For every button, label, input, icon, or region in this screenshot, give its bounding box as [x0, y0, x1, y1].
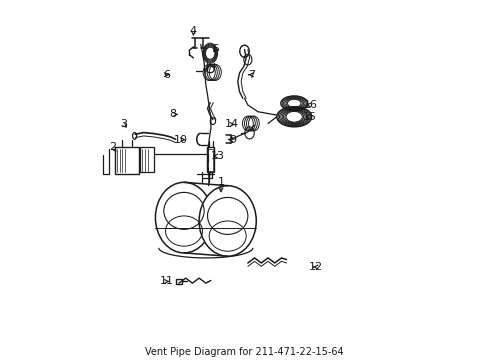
Bar	[175, 279, 181, 284]
Text: 14: 14	[224, 120, 238, 130]
Bar	[207, 149, 213, 171]
Bar	[206, 147, 214, 172]
Text: 9: 9	[229, 135, 236, 145]
Ellipse shape	[155, 182, 212, 253]
Text: 12: 12	[308, 262, 322, 272]
Text: 16: 16	[303, 100, 317, 110]
Text: 5: 5	[212, 44, 219, 54]
Text: 6: 6	[163, 70, 170, 80]
Bar	[140, 147, 153, 172]
Text: 15: 15	[303, 112, 316, 122]
Text: 13: 13	[210, 151, 224, 161]
Text: 10: 10	[173, 135, 187, 145]
Text: 2: 2	[109, 142, 116, 152]
Text: 7: 7	[247, 70, 254, 80]
Text: Vent Pipe Diagram for 211-471-22-15-64: Vent Pipe Diagram for 211-471-22-15-64	[145, 347, 343, 357]
Bar	[115, 147, 139, 174]
Text: 1: 1	[217, 177, 224, 187]
Text: 4: 4	[189, 26, 197, 36]
Ellipse shape	[199, 186, 256, 256]
Text: 8: 8	[169, 109, 177, 120]
Text: 3: 3	[120, 120, 127, 130]
Text: 11: 11	[159, 276, 173, 287]
